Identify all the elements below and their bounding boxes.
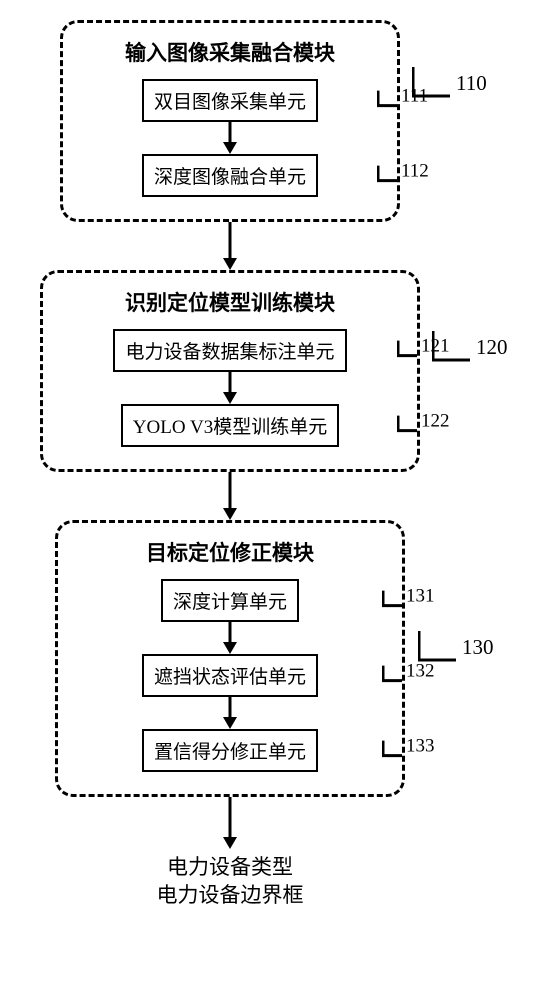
arrow-down-icon — [220, 472, 240, 520]
arrow-down-icon — [220, 697, 240, 729]
module-input-fusion: 输入图像采集融合模块 双目图像采集单元 111 深度图像融合单元 112 — [60, 20, 400, 222]
ref-hook-icon — [418, 630, 458, 664]
output-line2: 电力设备边界框 — [60, 881, 400, 909]
unit-row: YOLO V3模型训练单元 122 — [63, 404, 397, 447]
unit-box: 双目图像采集单元 — [142, 79, 318, 122]
module-target-correction: 目标定位修正模块 深度计算单元 131 遮挡状态评估单元 132 置信得分修正单… — [55, 520, 405, 797]
module-title: 输入图像采集融合模块 — [83, 37, 377, 67]
unit-row: 深度图像融合单元 112 — [83, 154, 377, 197]
arrow-down-icon — [220, 622, 240, 654]
arrow-down-icon — [220, 122, 240, 154]
ref-hook-icon — [412, 66, 452, 100]
module-ref-group: 120 — [432, 330, 508, 364]
output-line1: 电力设备类型 — [60, 853, 400, 881]
unit-row: 遮挡状态评估单元 132 — [78, 654, 382, 697]
arrow-down-icon — [220, 797, 240, 849]
unit-box: 深度图像融合单元 — [142, 154, 318, 197]
arrow-down-icon — [220, 372, 240, 404]
ref-hook-icon — [432, 330, 472, 364]
unit-ref: 133 — [406, 735, 435, 757]
module-ref-label: 110 — [456, 71, 487, 96]
ref-hook-group: 131 — [382, 585, 435, 607]
unit-row: 双目图像采集单元 111 — [83, 79, 377, 122]
module-model-training: 识别定位模型训练模块 电力设备数据集标注单元 121 YOLO V3模型训练单元… — [40, 270, 420, 472]
unit-box: 深度计算单元 — [161, 579, 299, 622]
unit-box: 电力设备数据集标注单元 — [113, 329, 346, 372]
module-ref-group: 130 — [418, 630, 494, 664]
ref-hook-icon — [397, 339, 419, 357]
unit-box: YOLO V3模型训练单元 — [121, 404, 339, 447]
output-text-block: 电力设备类型 电力设备边界框 — [60, 853, 400, 910]
module-title: 识别定位模型训练模块 — [63, 287, 397, 317]
ref-hook-icon — [377, 89, 399, 107]
arrow-down-icon — [220, 222, 240, 270]
ref-hook-group: 122 — [397, 410, 450, 432]
ref-hook-icon — [382, 739, 404, 757]
module-title: 目标定位修正模块 — [78, 537, 382, 567]
unit-ref: 122 — [421, 410, 450, 432]
flowchart-diagram: 输入图像采集融合模块 双目图像采集单元 111 深度图像融合单元 112 110 — [20, 20, 534, 910]
module-ref-label: 130 — [462, 635, 494, 660]
unit-row: 电力设备数据集标注单元 121 — [63, 329, 397, 372]
ref-hook-group: 133 — [382, 735, 435, 757]
ref-hook-icon — [397, 414, 419, 432]
unit-ref: 112 — [401, 160, 429, 182]
ref-hook-icon — [377, 164, 399, 182]
ref-hook-icon — [382, 589, 404, 607]
module-ref-label: 120 — [476, 335, 508, 360]
unit-row: 深度计算单元 131 — [78, 579, 382, 622]
unit-row: 置信得分修正单元 133 — [78, 729, 382, 772]
module-ref-group: 110 — [412, 66, 487, 100]
unit-ref: 131 — [406, 585, 435, 607]
unit-box: 置信得分修正单元 — [142, 729, 318, 772]
ref-hook-icon — [382, 664, 404, 682]
ref-hook-group: 112 — [377, 160, 429, 182]
unit-box: 遮挡状态评估单元 — [142, 654, 318, 697]
